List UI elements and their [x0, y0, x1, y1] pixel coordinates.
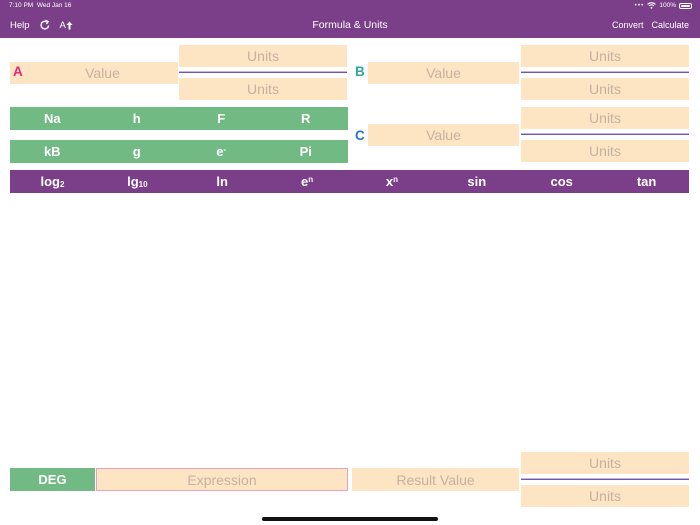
result-units-divider [521, 478, 689, 480]
constant-electron-base: e [216, 144, 224, 159]
constant-r-button[interactable]: R [301, 111, 311, 126]
variable-c-value-input[interactable]: Value [368, 124, 519, 146]
tan-button[interactable]: tan [636, 174, 657, 189]
wifi-icon [647, 2, 657, 9]
cos-button[interactable]: cos [550, 174, 573, 189]
battery-percent: 100% [659, 2, 676, 9]
lg10-sub: 10 [138, 180, 148, 189]
dots-icon: ••• [634, 2, 645, 9]
log2-button[interactable]: log2 [10, 174, 95, 189]
refresh-icon[interactable] [39, 19, 51, 31]
variable-a-label: A [13, 64, 23, 79]
lg10-base: lg [127, 174, 139, 189]
variable-c-label: C [355, 128, 365, 143]
home-indicator[interactable] [262, 517, 438, 521]
variable-b-units-top[interactable]: Units [521, 45, 689, 67]
constant-pi-button[interactable]: Pi [299, 144, 312, 159]
font-size-label: A [59, 19, 66, 31]
header-bar: 7:10 PM Wed Jan 16 ••• 100% Help A Formu… [0, 0, 700, 38]
arrow-up-icon [66, 21, 73, 29]
variable-c-units-bottom[interactable]: Units [521, 140, 689, 162]
status-indicators: ••• 100% [635, 2, 692, 9]
ln-button[interactable]: ln [216, 174, 228, 189]
constants-row-1: Na h F R [10, 107, 348, 130]
exp-sup: n [308, 175, 314, 184]
result-units-top[interactable]: Units [521, 452, 689, 474]
expression-input[interactable]: Expression [96, 468, 348, 491]
power-sup: n [393, 175, 398, 184]
variable-c-units-divider [521, 133, 689, 135]
sin-button[interactable]: sin [467, 174, 487, 189]
variable-b-label: B [355, 64, 365, 79]
page-title: Formula & Units [312, 19, 388, 31]
result-value-field[interactable]: Result Value [352, 468, 519, 491]
exp-base: e [301, 174, 309, 189]
constant-h-button[interactable]: h [132, 111, 141, 126]
constant-kb-button[interactable]: kB [43, 144, 61, 159]
constant-electron-button[interactable]: e- [179, 144, 264, 159]
constant-f-button[interactable]: F [217, 111, 226, 126]
angle-mode-label: DEG [38, 472, 67, 487]
variable-a-value-input[interactable]: Value [27, 62, 178, 84]
variable-b-units-bottom[interactable]: Units [521, 78, 689, 100]
constant-electron-sup: - [223, 145, 227, 154]
help-button[interactable]: Help [10, 19, 30, 31]
calculate-button[interactable]: Calculate [651, 20, 689, 30]
power-base: x [385, 174, 394, 189]
log2-base: log [40, 174, 60, 189]
angle-mode-button[interactable]: DEG [10, 468, 95, 491]
variable-c-units-top[interactable]: Units [521, 107, 689, 129]
result-units-bottom[interactable]: Units [521, 485, 689, 507]
lg10-button[interactable]: lg10 [95, 174, 180, 189]
font-size-button[interactable]: A [60, 20, 73, 31]
status-time: 7:10 PM Wed Jan 16 [9, 2, 72, 9]
power-button[interactable]: xn [350, 174, 435, 189]
log2-sub: 2 [59, 180, 65, 189]
variable-b-units-divider [521, 71, 689, 73]
constant-g-button[interactable]: g [132, 144, 141, 159]
battery-icon [679, 2, 692, 9]
exp-button[interactable]: en [265, 174, 350, 189]
constant-na-button[interactable]: Na [43, 111, 61, 126]
variable-a-units-top[interactable]: Units [179, 45, 347, 67]
variable-b-value-input[interactable]: Value [368, 62, 519, 84]
variable-a-units-divider [179, 71, 347, 73]
constants-row-2: kB g e- Pi [10, 140, 348, 163]
variable-a-units-bottom[interactable]: Units [179, 78, 347, 100]
functions-row: log2 lg10 ln en xn sin cos tan [10, 170, 689, 193]
convert-button[interactable]: Convert [611, 20, 644, 30]
